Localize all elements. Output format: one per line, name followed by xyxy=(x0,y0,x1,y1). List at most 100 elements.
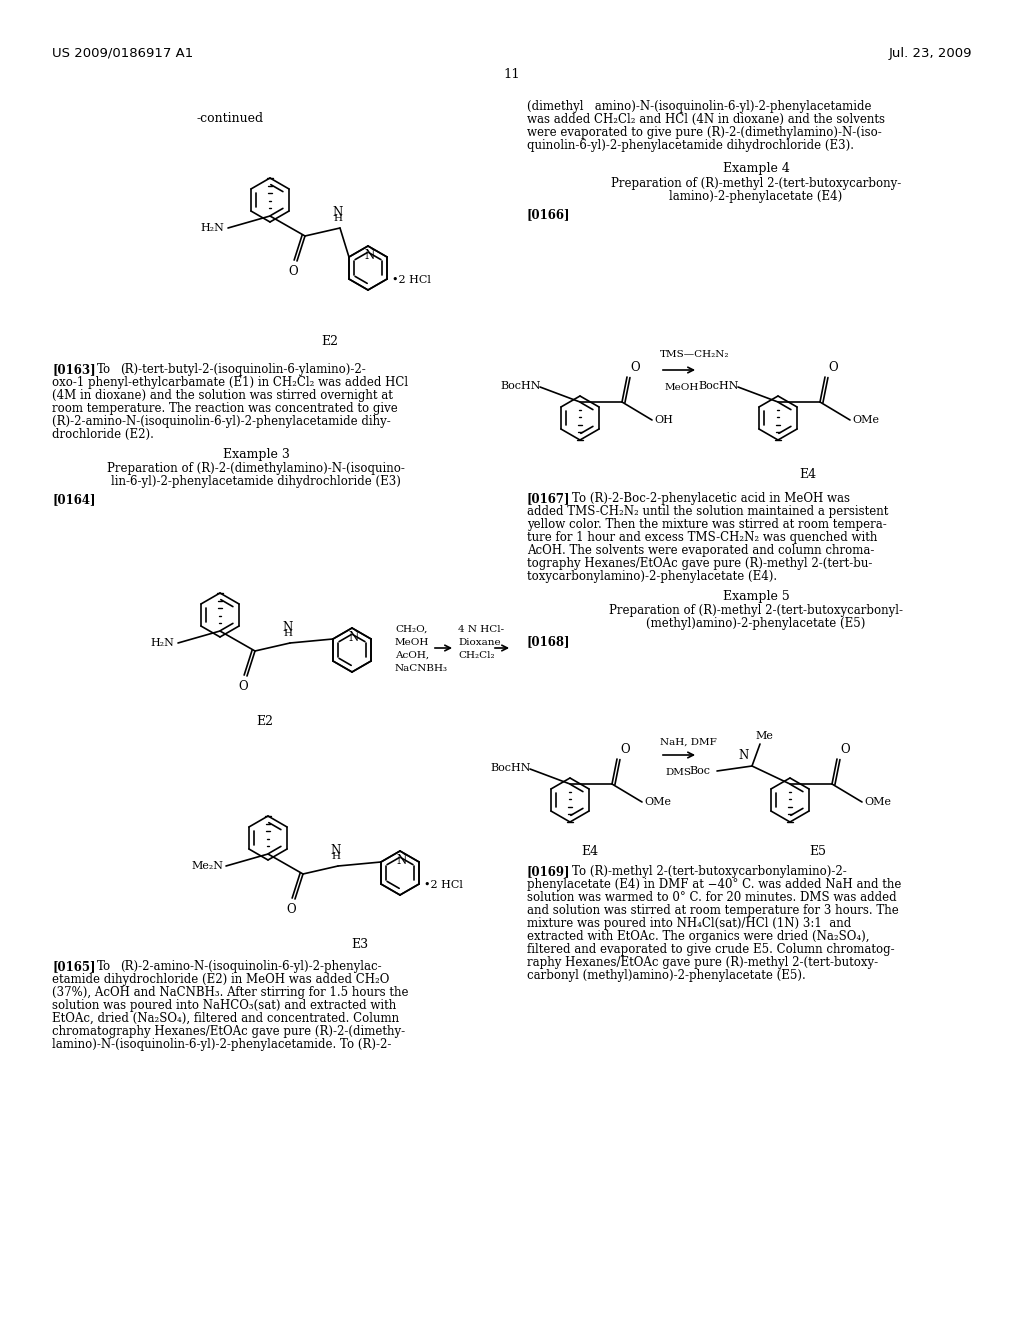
Text: OMe: OMe xyxy=(644,797,671,807)
Text: (methyl)amino)-2-phenylacetate (E5): (methyl)amino)-2-phenylacetate (E5) xyxy=(646,616,865,630)
Text: E2: E2 xyxy=(256,715,273,729)
Text: N: N xyxy=(738,748,749,762)
Text: CH₂Cl₂: CH₂Cl₂ xyxy=(458,651,495,660)
Text: [0164]: [0164] xyxy=(52,492,95,506)
Text: Me₂N: Me₂N xyxy=(191,861,223,871)
Text: was added CH₂Cl₂ and HCl (4N in dioxane) and the solvents: was added CH₂Cl₂ and HCl (4N in dioxane)… xyxy=(527,114,885,125)
Text: Me: Me xyxy=(755,731,773,741)
Text: BocHN: BocHN xyxy=(500,381,541,391)
Text: filtered and evaporated to give crude E5. Column chromatog-: filtered and evaporated to give crude E5… xyxy=(527,942,895,956)
Text: room temperature. The reaction was concentrated to give: room temperature. The reaction was conce… xyxy=(52,403,397,414)
Text: E2: E2 xyxy=(322,335,339,348)
Text: MeOH: MeOH xyxy=(665,383,699,392)
Text: raphy Hexanes/EtOAc gave pure (R)-methyl 2-(tert-butoxy-: raphy Hexanes/EtOAc gave pure (R)-methyl… xyxy=(527,956,879,969)
Text: •2 HCl: •2 HCl xyxy=(392,275,431,285)
Text: AcOH,: AcOH, xyxy=(395,651,429,660)
Text: Example 4: Example 4 xyxy=(723,162,790,176)
Text: NaH, DMF: NaH, DMF xyxy=(660,738,717,747)
Text: solution was poured into NaHCO₃(sat) and extracted with: solution was poured into NaHCO₃(sat) and… xyxy=(52,999,396,1012)
Text: N: N xyxy=(283,620,293,634)
Text: (37%), AcOH and NaCNBH₃. After stirring for 1.5 hours the: (37%), AcOH and NaCNBH₃. After stirring … xyxy=(52,986,409,999)
Text: BocHN: BocHN xyxy=(490,763,530,774)
Text: tography Hexanes/EtOAc gave pure (R)-methyl 2-(tert-bu-: tography Hexanes/EtOAc gave pure (R)-met… xyxy=(527,557,872,570)
Text: solution was warmed to 0° C. for 20 minutes. DMS was added: solution was warmed to 0° C. for 20 minu… xyxy=(527,891,897,904)
Text: [0166]: [0166] xyxy=(527,209,570,220)
Text: O: O xyxy=(239,680,248,693)
Text: O: O xyxy=(288,265,298,279)
Text: OMe: OMe xyxy=(852,414,879,425)
Text: •2 HCl: •2 HCl xyxy=(424,880,463,890)
Text: and solution was stirred at room temperature for 3 hours. The: and solution was stirred at room tempera… xyxy=(527,904,899,917)
Text: Example 5: Example 5 xyxy=(723,590,790,603)
Text: Jul. 23, 2009: Jul. 23, 2009 xyxy=(889,48,972,59)
Text: To: To xyxy=(97,960,112,973)
Text: BocHN: BocHN xyxy=(698,381,738,391)
Text: ture for 1 hour and excess TMS-CH₂N₂ was quenched with: ture for 1 hour and excess TMS-CH₂N₂ was… xyxy=(527,531,878,544)
Text: N: N xyxy=(348,631,358,644)
Text: O: O xyxy=(840,743,850,756)
Text: [0168]: [0168] xyxy=(527,635,570,648)
Text: toxycarbonylamino)-2-phenylacetate (E4).: toxycarbonylamino)-2-phenylacetate (E4). xyxy=(527,570,777,583)
Text: lamino)-2-phenylacetate (E4): lamino)-2-phenylacetate (E4) xyxy=(670,190,843,203)
Text: H: H xyxy=(332,851,341,861)
Text: quinolin-6-yl)-2-phenylacetamide dihydrochloride (E3).: quinolin-6-yl)-2-phenylacetamide dihydro… xyxy=(527,139,854,152)
Text: H₂N: H₂N xyxy=(150,638,174,648)
Text: Boc: Boc xyxy=(689,766,710,776)
Text: drochloride (E2).: drochloride (E2). xyxy=(52,428,154,441)
Text: chromatography Hexanes/EtOAc gave pure (R)-2-(dimethy-: chromatography Hexanes/EtOAc gave pure (… xyxy=(52,1026,406,1038)
Text: H: H xyxy=(334,214,342,223)
Text: E5: E5 xyxy=(810,845,826,858)
Text: mixture was poured into NH₄Cl(sat)/HCl (1N) 3:1  and: mixture was poured into NH₄Cl(sat)/HCl (… xyxy=(527,917,851,931)
Text: H₂N: H₂N xyxy=(200,223,224,234)
Text: US 2009/0186917 A1: US 2009/0186917 A1 xyxy=(52,48,194,59)
Text: E3: E3 xyxy=(351,939,369,950)
Text: To (R)-methyl 2-(tert-butoxycarbonylamino)-2-: To (R)-methyl 2-(tert-butoxycarbonylamin… xyxy=(572,865,847,878)
Text: Preparation of (R)-2-(dimethylamino)-N-(isoquino-: Preparation of (R)-2-(dimethylamino)-N-(… xyxy=(108,462,404,475)
Text: CH₂O,: CH₂O, xyxy=(395,624,427,634)
Text: oxo-1 phenyl-ethylcarbamate (E1) in CH₂Cl₂ was added HCl: oxo-1 phenyl-ethylcarbamate (E1) in CH₂C… xyxy=(52,376,409,389)
Text: To: To xyxy=(97,363,112,376)
Text: MeOH: MeOH xyxy=(395,638,429,647)
Text: carbonyl (methyl)amino)-2-phenylacetate (E5).: carbonyl (methyl)amino)-2-phenylacetate … xyxy=(527,969,806,982)
Text: (R)-tert-butyl-2-(isoquinolin-6-ylamino)-2-: (R)-tert-butyl-2-(isoquinolin-6-ylamino)… xyxy=(120,363,366,376)
Text: Preparation of (R)-methyl 2-(tert-butoxycarbony-: Preparation of (R)-methyl 2-(tert-butoxy… xyxy=(611,177,901,190)
Text: To (R)-2-Boc-2-phenylacetic acid in MeOH was: To (R)-2-Boc-2-phenylacetic acid in MeOH… xyxy=(572,492,850,506)
Text: N: N xyxy=(364,249,374,261)
Text: extracted with EtOAc. The organics were dried (Na₂SO₄),: extracted with EtOAc. The organics were … xyxy=(527,931,869,942)
Text: NaCNBH₃: NaCNBH₃ xyxy=(395,664,449,673)
Text: N: N xyxy=(396,854,407,867)
Text: (4M in dioxane) and the solution was stirred overnight at: (4M in dioxane) and the solution was sti… xyxy=(52,389,393,403)
Text: N: N xyxy=(333,206,343,219)
Text: 11: 11 xyxy=(504,69,520,81)
Text: 4 N HCl-: 4 N HCl- xyxy=(458,624,504,634)
Text: lin-6-yl)-2-phenylacetamide dihydrochloride (E3): lin-6-yl)-2-phenylacetamide dihydrochlor… xyxy=(111,475,401,488)
Text: (R)-2-amino-N-(isoquinolin-6-yl)-2-phenylacetamide dihy-: (R)-2-amino-N-(isoquinolin-6-yl)-2-pheny… xyxy=(52,414,391,428)
Text: were evaporated to give pure (R)-2-(dimethylamino)-N-(iso-: were evaporated to give pure (R)-2-(dime… xyxy=(527,125,882,139)
Text: O: O xyxy=(828,360,838,374)
Text: O: O xyxy=(630,360,640,374)
Text: -continued: -continued xyxy=(197,112,263,125)
Text: (R)-2-amino-N-(isoquinolin-6-yl)-2-phenylac-: (R)-2-amino-N-(isoquinolin-6-yl)-2-pheny… xyxy=(120,960,382,973)
Text: etamide dihydrochloride (E2) in MeOH was added CH₂O: etamide dihydrochloride (E2) in MeOH was… xyxy=(52,973,389,986)
Text: E4: E4 xyxy=(582,845,599,858)
Text: phenylacetate (E4) in DMF at −40° C. was added NaH and the: phenylacetate (E4) in DMF at −40° C. was… xyxy=(527,878,901,891)
Text: added TMS-CH₂N₂ until the solution maintained a persistent: added TMS-CH₂N₂ until the solution maint… xyxy=(527,506,889,517)
Text: EtOAc, dried (Na₂SO₄), filtered and concentrated. Column: EtOAc, dried (Na₂SO₄), filtered and conc… xyxy=(52,1012,399,1026)
Text: DMS: DMS xyxy=(665,768,691,777)
Text: E4: E4 xyxy=(800,469,816,480)
Text: Example 3: Example 3 xyxy=(222,447,290,461)
Text: O: O xyxy=(620,743,630,756)
Text: N: N xyxy=(331,843,341,857)
Text: OH: OH xyxy=(654,414,673,425)
Text: Preparation of (R)-methyl 2-(tert-butoxycarbonyl-: Preparation of (R)-methyl 2-(tert-butoxy… xyxy=(609,605,903,616)
Text: O: O xyxy=(286,903,296,916)
Text: [0167]: [0167] xyxy=(527,492,570,506)
Text: TMS—CH₂N₂: TMS—CH₂N₂ xyxy=(660,350,729,359)
Text: [0169]: [0169] xyxy=(527,865,570,878)
Text: OMe: OMe xyxy=(864,797,891,807)
Text: [0165]: [0165] xyxy=(52,960,95,973)
Text: [0163]: [0163] xyxy=(52,363,95,376)
Text: (dimethyl   amino)-N-(isoquinolin-6-yl)-2-phenylacetamide: (dimethyl amino)-N-(isoquinolin-6-yl)-2-… xyxy=(527,100,871,114)
Text: yellow color. Then the mixture was stirred at room tempera-: yellow color. Then the mixture was stirr… xyxy=(527,517,887,531)
Text: AcOH. The solvents were evaporated and column chroma-: AcOH. The solvents were evaporated and c… xyxy=(527,544,874,557)
